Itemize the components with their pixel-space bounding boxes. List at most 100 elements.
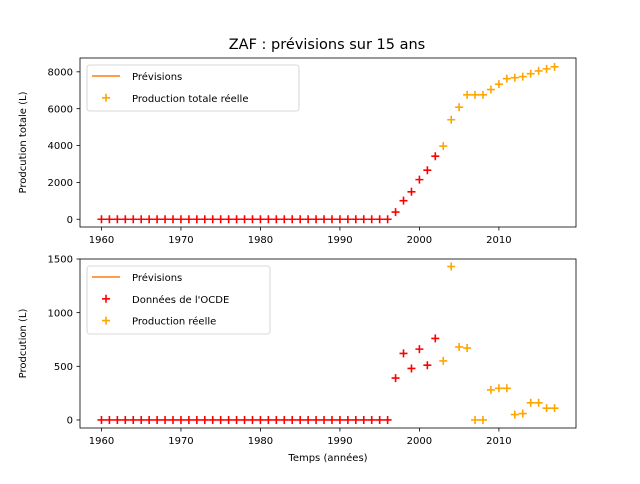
data-point [192,415,201,424]
x-axis-label: Temps (années) [287,452,367,464]
data-point [216,215,225,224]
data-point [550,62,559,71]
figure-title: ZAF : prévisions sur 15 ans [229,37,426,53]
data-point [176,415,185,424]
data-point [510,410,519,419]
data-point [479,415,487,424]
x-tick-label: 1970 [168,436,193,447]
data-point [439,356,448,365]
data-point [359,415,368,424]
y-axis-label: Prodcution (L) [18,309,29,379]
data-point [97,215,106,224]
data-point [455,342,464,351]
data-point [216,415,225,424]
y-tick-label: 4000 [48,141,73,152]
legend-label: Prévisions [132,71,182,83]
x-tick-label: 1960 [89,436,114,447]
legend-plus-marker [102,294,110,303]
legend-label: Données de l'OCDE [132,294,229,306]
y-tick-label: 1500 [48,255,73,266]
data-point [113,215,122,224]
data-point [502,74,511,83]
y-tick-label: 0 [67,416,73,427]
x-tick-label: 2010 [486,235,511,246]
legend-box [86,64,300,112]
data-point [471,90,480,99]
data-point [105,415,114,424]
data-point [486,385,495,394]
data-point [320,215,329,224]
y-tick-label: 1000 [48,308,73,319]
data-point [407,364,416,373]
data-point [248,215,257,224]
data-point [208,415,217,424]
x-tick-label: 2010 [486,436,511,447]
x-tick-label: 2000 [407,436,432,447]
data-point [192,215,201,224]
data-point [423,361,432,370]
data-point [320,415,329,424]
legend: Prévisions Production totale réelle [86,64,300,112]
data-point [518,409,527,418]
legend-label: Production réelle [132,316,216,328]
data-point [272,215,281,224]
x-tick-label: 2000 [407,235,432,246]
data-point [145,215,154,224]
data-point [391,374,400,383]
data-point [184,415,193,424]
data-point [518,72,527,81]
data-point [208,215,217,224]
data-point [184,215,193,224]
data-point [375,415,384,424]
data-point [200,415,209,424]
data-point [494,80,503,89]
data-point [232,215,241,224]
x-tick-label: 1990 [327,235,352,246]
data-point [312,415,321,424]
data-point [415,345,424,354]
data-point [288,415,297,424]
data-point [367,415,376,424]
data-point [161,415,170,424]
data-point [256,215,265,224]
data-point [200,215,209,224]
y-tick-label: 8000 [48,67,73,78]
y-tick-label: 0 [67,215,73,226]
data-point [359,215,368,224]
x-tick-label: 1960 [89,235,114,246]
data-point [343,415,352,424]
data-point [399,349,408,358]
data-point [232,415,241,424]
data-point [240,415,249,424]
x-tick-label: 1980 [248,235,273,246]
data-point [455,103,464,112]
data-point [137,215,146,224]
data-point [327,215,336,224]
data-point [312,215,321,224]
data-point [534,398,543,407]
data-point [121,415,130,424]
data-point [176,215,185,224]
data-point [494,384,503,393]
data-point [129,415,138,424]
data-point [479,90,487,99]
legend-plus-marker [102,93,110,102]
data-point [367,215,376,224]
data-point [383,215,392,224]
data-point [97,415,106,424]
data-point [550,404,559,413]
x-tick-label: 1990 [327,436,352,447]
data-point [486,85,495,94]
data-point [121,215,130,224]
data-point [264,415,273,424]
data-point [447,115,456,124]
data-point [280,415,289,424]
legend-box [86,265,271,335]
data-point [256,415,265,424]
data-point [169,215,177,224]
data-point [272,415,281,424]
data-point [169,415,177,424]
data-point [383,415,392,424]
data-point [335,415,344,424]
